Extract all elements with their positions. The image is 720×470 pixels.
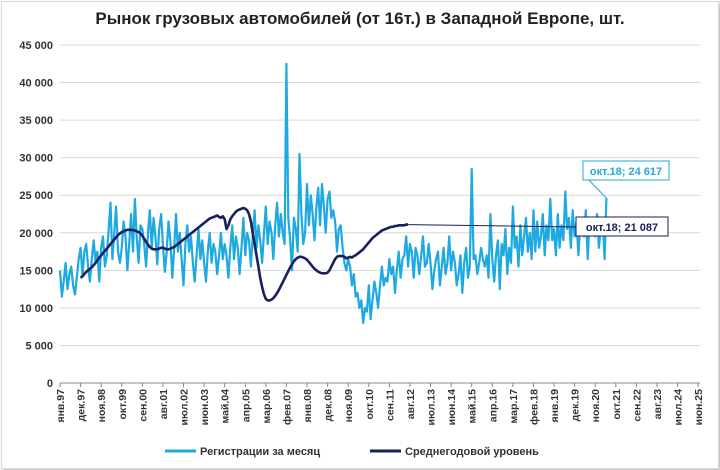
- legend-label-average: Среднегодовой уровень: [405, 446, 539, 458]
- legend-label-registrations: Регистрации за месяц: [200, 446, 320, 458]
- y-tick-label: 35 000: [19, 115, 53, 127]
- y-tick-label: 30 000: [19, 153, 53, 165]
- x-tick-label: мар.06: [261, 389, 273, 424]
- x-tick-label: июн.14: [446, 389, 458, 426]
- x-tick-label: июл.02: [179, 389, 191, 426]
- annotation-leader: [408, 224, 577, 228]
- x-tick-label: авг.01: [158, 389, 170, 419]
- x-tick-label: ноя.09: [343, 389, 355, 423]
- x-tick-label: дек.08: [323, 389, 335, 422]
- x-tick-label: окт.21: [611, 389, 623, 420]
- x-tick-label: июн.03: [199, 389, 211, 426]
- y-tick-label: 10 000: [19, 303, 53, 315]
- x-tick-label: июл.13: [426, 389, 438, 426]
- x-tick-label: дек.97: [76, 389, 88, 422]
- x-tick-label: апр.05: [240, 389, 252, 422]
- y-tick-label: 45 000: [19, 40, 53, 52]
- x-tick-label: сен.00: [137, 389, 149, 422]
- y-tick-label: 5 000: [25, 340, 53, 352]
- series-line-average: [79, 206, 409, 302]
- x-tick-label: сен.22: [631, 389, 643, 422]
- x-tick-label: авг.23: [652, 389, 664, 419]
- y-tick-label: 25 000: [19, 190, 53, 202]
- x-tick-label: ноя.20: [590, 389, 602, 423]
- y-tick-label: 15 000: [19, 265, 53, 277]
- x-tick-label: апр.16: [487, 389, 499, 422]
- annotation-box: [582, 160, 670, 181]
- y-tick-label: 20 000: [19, 228, 53, 240]
- x-tick-label: янв.08: [302, 389, 314, 423]
- x-tick-label: фев.07: [281, 389, 293, 425]
- y-tick-label: 0: [47, 378, 53, 390]
- y-tick-label: 40 000: [19, 78, 53, 90]
- annotation-box: [575, 216, 669, 237]
- x-tick-label: июн.25: [693, 389, 705, 426]
- x-tick-label: фев.18: [528, 389, 540, 425]
- x-tick-label: май.15: [467, 389, 479, 424]
- annotation-registrations: окт.18; 24 617: [590, 166, 662, 178]
- x-tick-label: янв.97: [55, 389, 67, 423]
- chart-title: Рынок грузовых автомобилей (от 16т.) в З…: [95, 9, 625, 28]
- x-tick-label: окт.99: [117, 389, 129, 420]
- x-tick-label: май.04: [220, 389, 232, 424]
- x-tick-label: мар.17: [508, 389, 520, 424]
- x-tick-label: окт.10: [364, 389, 376, 420]
- annotation-average: окт.18; 21 087: [586, 222, 658, 234]
- x-tick-label: янв.19: [549, 389, 561, 423]
- x-tick-label: июл.24: [673, 389, 685, 426]
- x-tick-label: ноя.98: [96, 389, 108, 423]
- series-line-registrations: [58, 62, 608, 324]
- x-tick-label: дек.19: [570, 389, 582, 422]
- x-tick-label: авг.12: [405, 389, 417, 419]
- x-tick-label: сен.11: [384, 389, 396, 421]
